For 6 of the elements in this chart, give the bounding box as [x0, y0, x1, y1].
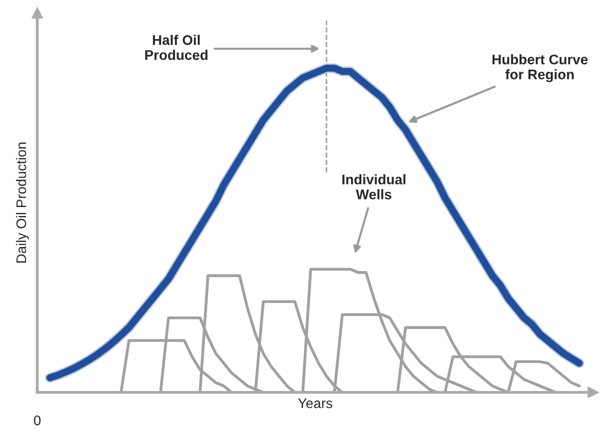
text: 0 — [34, 416, 41, 426]
text: Half Oil Produced — [145, 34, 208, 60]
y-axis-title: Daily Oil Production — [16, 142, 29, 263]
annotation: Hubbert Curve for Region — [492, 54, 588, 82]
annotation: Individual Wells — [342, 174, 406, 200]
x-axis-title: Years — [298, 398, 332, 408]
